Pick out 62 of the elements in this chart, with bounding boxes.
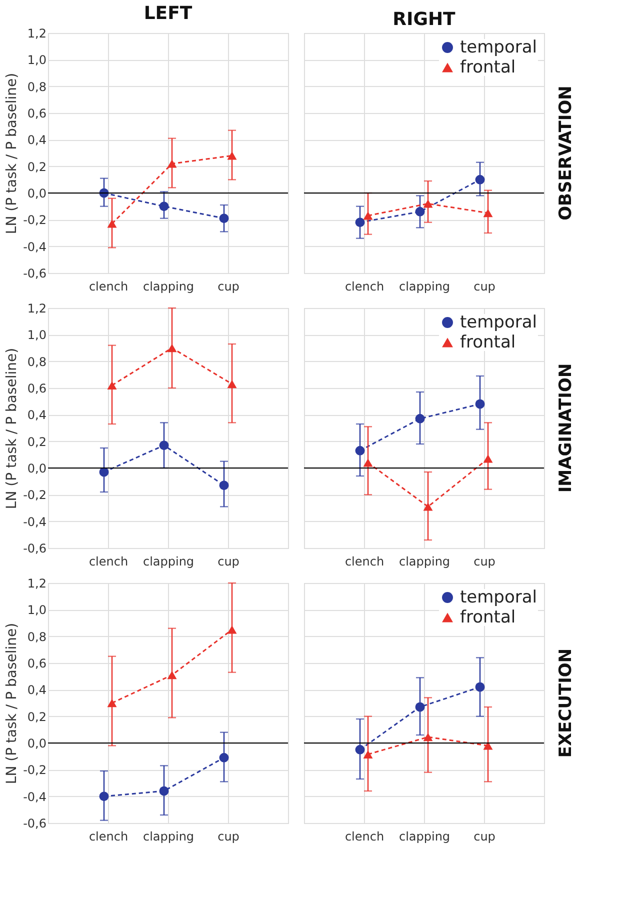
y-tick-label: 1,0 — [27, 53, 46, 68]
x-tick-label: clapping — [398, 554, 450, 568]
y-axis-title: LN (P task / P baseline) — [4, 622, 20, 784]
legend-label: frontal — [460, 332, 516, 352]
x-tick-label: cup — [218, 830, 240, 844]
chart-title: RIGHT — [392, 9, 456, 30]
x-tick-label: cup — [218, 554, 240, 568]
y-tick-label: 0,6 — [27, 656, 46, 670]
x-tick-label: clapping — [398, 280, 450, 294]
y-tick-label: 0,2 — [27, 710, 46, 724]
y-tick-label: -0,4 — [23, 790, 46, 804]
x-tick-label: clapping — [142, 554, 194, 568]
x-tick-label: clapping — [142, 830, 194, 844]
text: EXECUTION — [556, 648, 576, 758]
x-tick-label: clench — [88, 830, 128, 844]
y-tick-label: 0,8 — [27, 630, 46, 644]
y-tick-label: 0,4 — [27, 683, 46, 698]
x-tick-label: clench — [88, 280, 128, 294]
y-tick-label: -0,4 — [23, 240, 46, 254]
y-tick-label: 0,0 — [27, 186, 46, 200]
y-tick-label: -0,6 — [23, 542, 46, 556]
y-axis-title: LN (P task / P baseline) — [4, 72, 20, 234]
y-tick-label: 0,8 — [27, 80, 46, 94]
text: IMAGINATION — [556, 363, 576, 493]
x-tick-label: cup — [474, 280, 496, 294]
y-tick-label: 0,2 — [27, 160, 46, 174]
x-tick-label: clapping — [398, 830, 450, 844]
chart-title: LEFT — [144, 3, 193, 24]
y-tick-label: -0,4 — [23, 514, 46, 529]
x-tick-label: clench — [344, 830, 384, 844]
y-tick-label: -0,6 — [23, 266, 46, 280]
y-tick-label: -0,2 — [23, 213, 46, 228]
text: OBSERVATION — [556, 86, 576, 220]
y-tick-label: 1,0 — [27, 328, 46, 342]
y-tick-label: -0,2 — [23, 763, 46, 778]
y-tick-label: -0,6 — [23, 816, 46, 830]
legend-label: frontal — [460, 58, 516, 78]
y-tick-label: 0,8 — [27, 354, 46, 369]
x-tick-label: clench — [344, 554, 384, 568]
y-tick-label: 0,0 — [27, 736, 46, 750]
legend-label: temporal — [460, 38, 538, 58]
x-tick-label: clapping — [142, 280, 194, 294]
x-tick-label: clench — [344, 280, 384, 294]
x-tick-label: cup — [474, 554, 496, 568]
y-tick-label: 1,2 — [27, 26, 46, 40]
y-tick-label: 1,2 — [27, 576, 46, 590]
y-tick-label: 0,6 — [27, 382, 46, 396]
legend-label: temporal — [460, 312, 538, 332]
y-tick-label: 0,4 — [27, 408, 46, 422]
x-tick-label: cup — [474, 830, 496, 844]
legend-label: temporal — [460, 588, 538, 608]
x-tick-label: cup — [218, 280, 240, 294]
y-tick-label: 0,6 — [27, 106, 46, 120]
legend-label: frontal — [460, 608, 516, 628]
y-tick-label: 0,0 — [27, 462, 46, 476]
y-axis-title: LN (P task / P baseline) — [4, 348, 20, 510]
x-tick-label: clench — [88, 554, 128, 568]
y-tick-label: -0,2 — [23, 488, 46, 502]
y-tick-label: 0,4 — [27, 133, 46, 148]
y-tick-label: 1,0 — [27, 603, 46, 618]
y-tick-label: 1,2 — [27, 302, 46, 316]
y-tick-label: 0,2 — [27, 434, 46, 449]
